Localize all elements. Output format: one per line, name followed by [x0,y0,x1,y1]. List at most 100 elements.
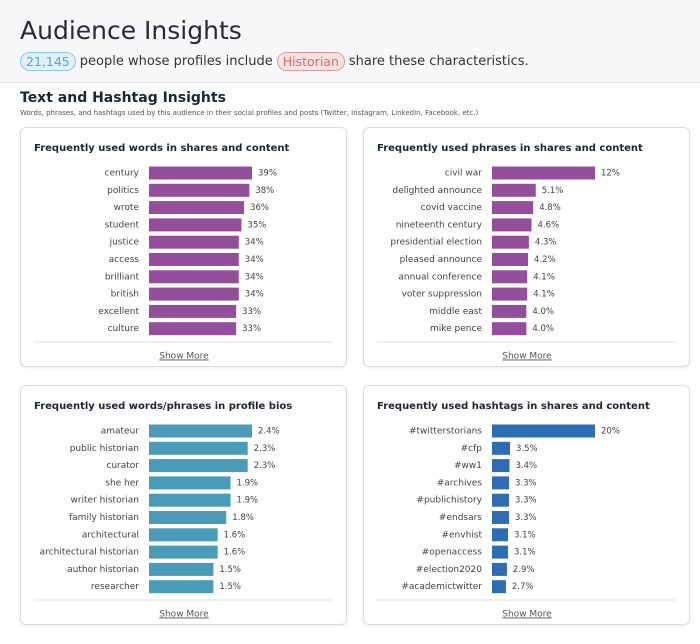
value-label: 1.9% [237,496,259,506]
value-label: 3.1% [514,548,536,558]
bar [149,322,237,336]
show-more-button[interactable]: Show More [502,352,552,362]
category-label: #ww1 [454,461,482,471]
value-label: 33% [242,324,261,334]
value-label: 4.0% [532,307,554,317]
value-label: 4.1% [533,290,555,300]
bar [149,459,248,473]
bar [149,545,218,559]
value-label: 4.6% [537,220,559,230]
value-label: 2.9% [513,565,535,575]
category-label: voter suppression [402,290,482,300]
show-more-button[interactable]: Show More [159,352,209,362]
chart-card: Frequently used words in shares and cont… [20,127,347,367]
value-label: 3.5% [516,444,538,454]
chart: Frequently used hashtags in shares and c… [377,401,676,620]
value-label: 35% [247,220,266,230]
category-label: justice [109,238,140,248]
category-label: architectural historian [40,548,139,558]
chart-card: Frequently used phrases in shares and co… [363,127,690,367]
bar [492,441,511,455]
bar [149,218,242,232]
value-label: 2.3% [254,461,276,471]
bar [149,511,227,524]
page-title: Audience Insights [20,16,242,45]
summary-text: share these characteristics. [348,54,529,69]
section-title: Text and Hashtag Insights [20,90,226,106]
show-more-button[interactable]: Show More [159,610,209,620]
category-label: family historian [69,513,139,523]
value-label: 4.2% [534,255,556,265]
category-label: #cfp [461,444,483,454]
bar [149,476,231,490]
bar [492,424,595,438]
bar [492,235,529,249]
value-label: 3.3% [515,478,537,488]
bar [492,476,509,490]
bar [492,322,527,336]
value-label: 38% [255,186,274,196]
value-label: 3.1% [514,530,536,540]
category-label: author historian [67,565,139,575]
profile-tag: Historian [276,52,345,71]
value-label: 5.1% [542,186,564,196]
category-label: #publichistory [416,496,482,506]
bar [492,201,534,215]
category-label: #endsars [439,513,482,523]
chart-title: Frequently used hashtags in shares and c… [377,401,650,412]
category-label: mike pence [430,324,482,334]
value-label: 3.3% [515,513,537,523]
bar [492,528,508,542]
category-label: access [109,255,140,265]
category-label: #archives [437,478,483,488]
category-label: student [105,220,140,230]
summary-text: people whose profiles include [79,54,273,69]
value-label: 2.4% [258,427,280,437]
category-label: architectural [82,530,139,540]
chart-card: Frequently used hashtags in shares and c… [363,385,690,625]
category-label: researcher [91,582,139,592]
show-more-button[interactable]: Show More [502,610,552,620]
value-label: 2.3% [254,444,276,454]
bar [149,580,214,594]
value-label: 39% [258,169,277,179]
bar [149,270,239,284]
value-label: 1.8% [232,513,254,523]
value-label: 34% [245,255,264,265]
bar [149,528,218,542]
category-label: she her [105,478,139,488]
bar [149,562,214,576]
value-label: 3.3% [515,496,537,506]
category-label: pleased announce [400,255,483,265]
bar [149,441,248,455]
value-label: 4.1% [533,272,555,282]
category-label: culture [108,324,140,334]
value-label: 1.6% [224,530,246,540]
summary: 21,145 people whose profiles include His… [20,52,529,71]
bar [149,166,252,180]
category-label: brilliant [105,272,140,282]
value-label: 34% [245,290,264,300]
category-label: #openaccess [422,548,483,558]
category-label: writer historian [70,496,139,506]
chart: Frequently used words in shares and cont… [34,143,333,362]
bar [492,562,507,576]
category-label: amateur [101,427,140,437]
category-label: politics [107,186,139,196]
header: Audience Insights 21,145 people whose pr… [0,0,700,83]
value-label: 4.8% [539,203,561,213]
bar [492,545,508,559]
bar [149,287,239,301]
category-label: public historian [70,444,139,454]
section-subtitle: Words, phrases, and hashtags used by thi… [20,109,479,117]
bar [149,424,252,438]
chart-card: Frequently used words/phrases in profile… [20,385,347,625]
value-label: 1.6% [224,548,246,558]
category-label: civil war [445,169,483,179]
bar [149,304,237,318]
value-label: 1.5% [219,582,241,592]
value-label: 3.4% [516,461,538,471]
value-label: 12% [601,169,620,179]
value-label: 1.9% [237,478,259,488]
